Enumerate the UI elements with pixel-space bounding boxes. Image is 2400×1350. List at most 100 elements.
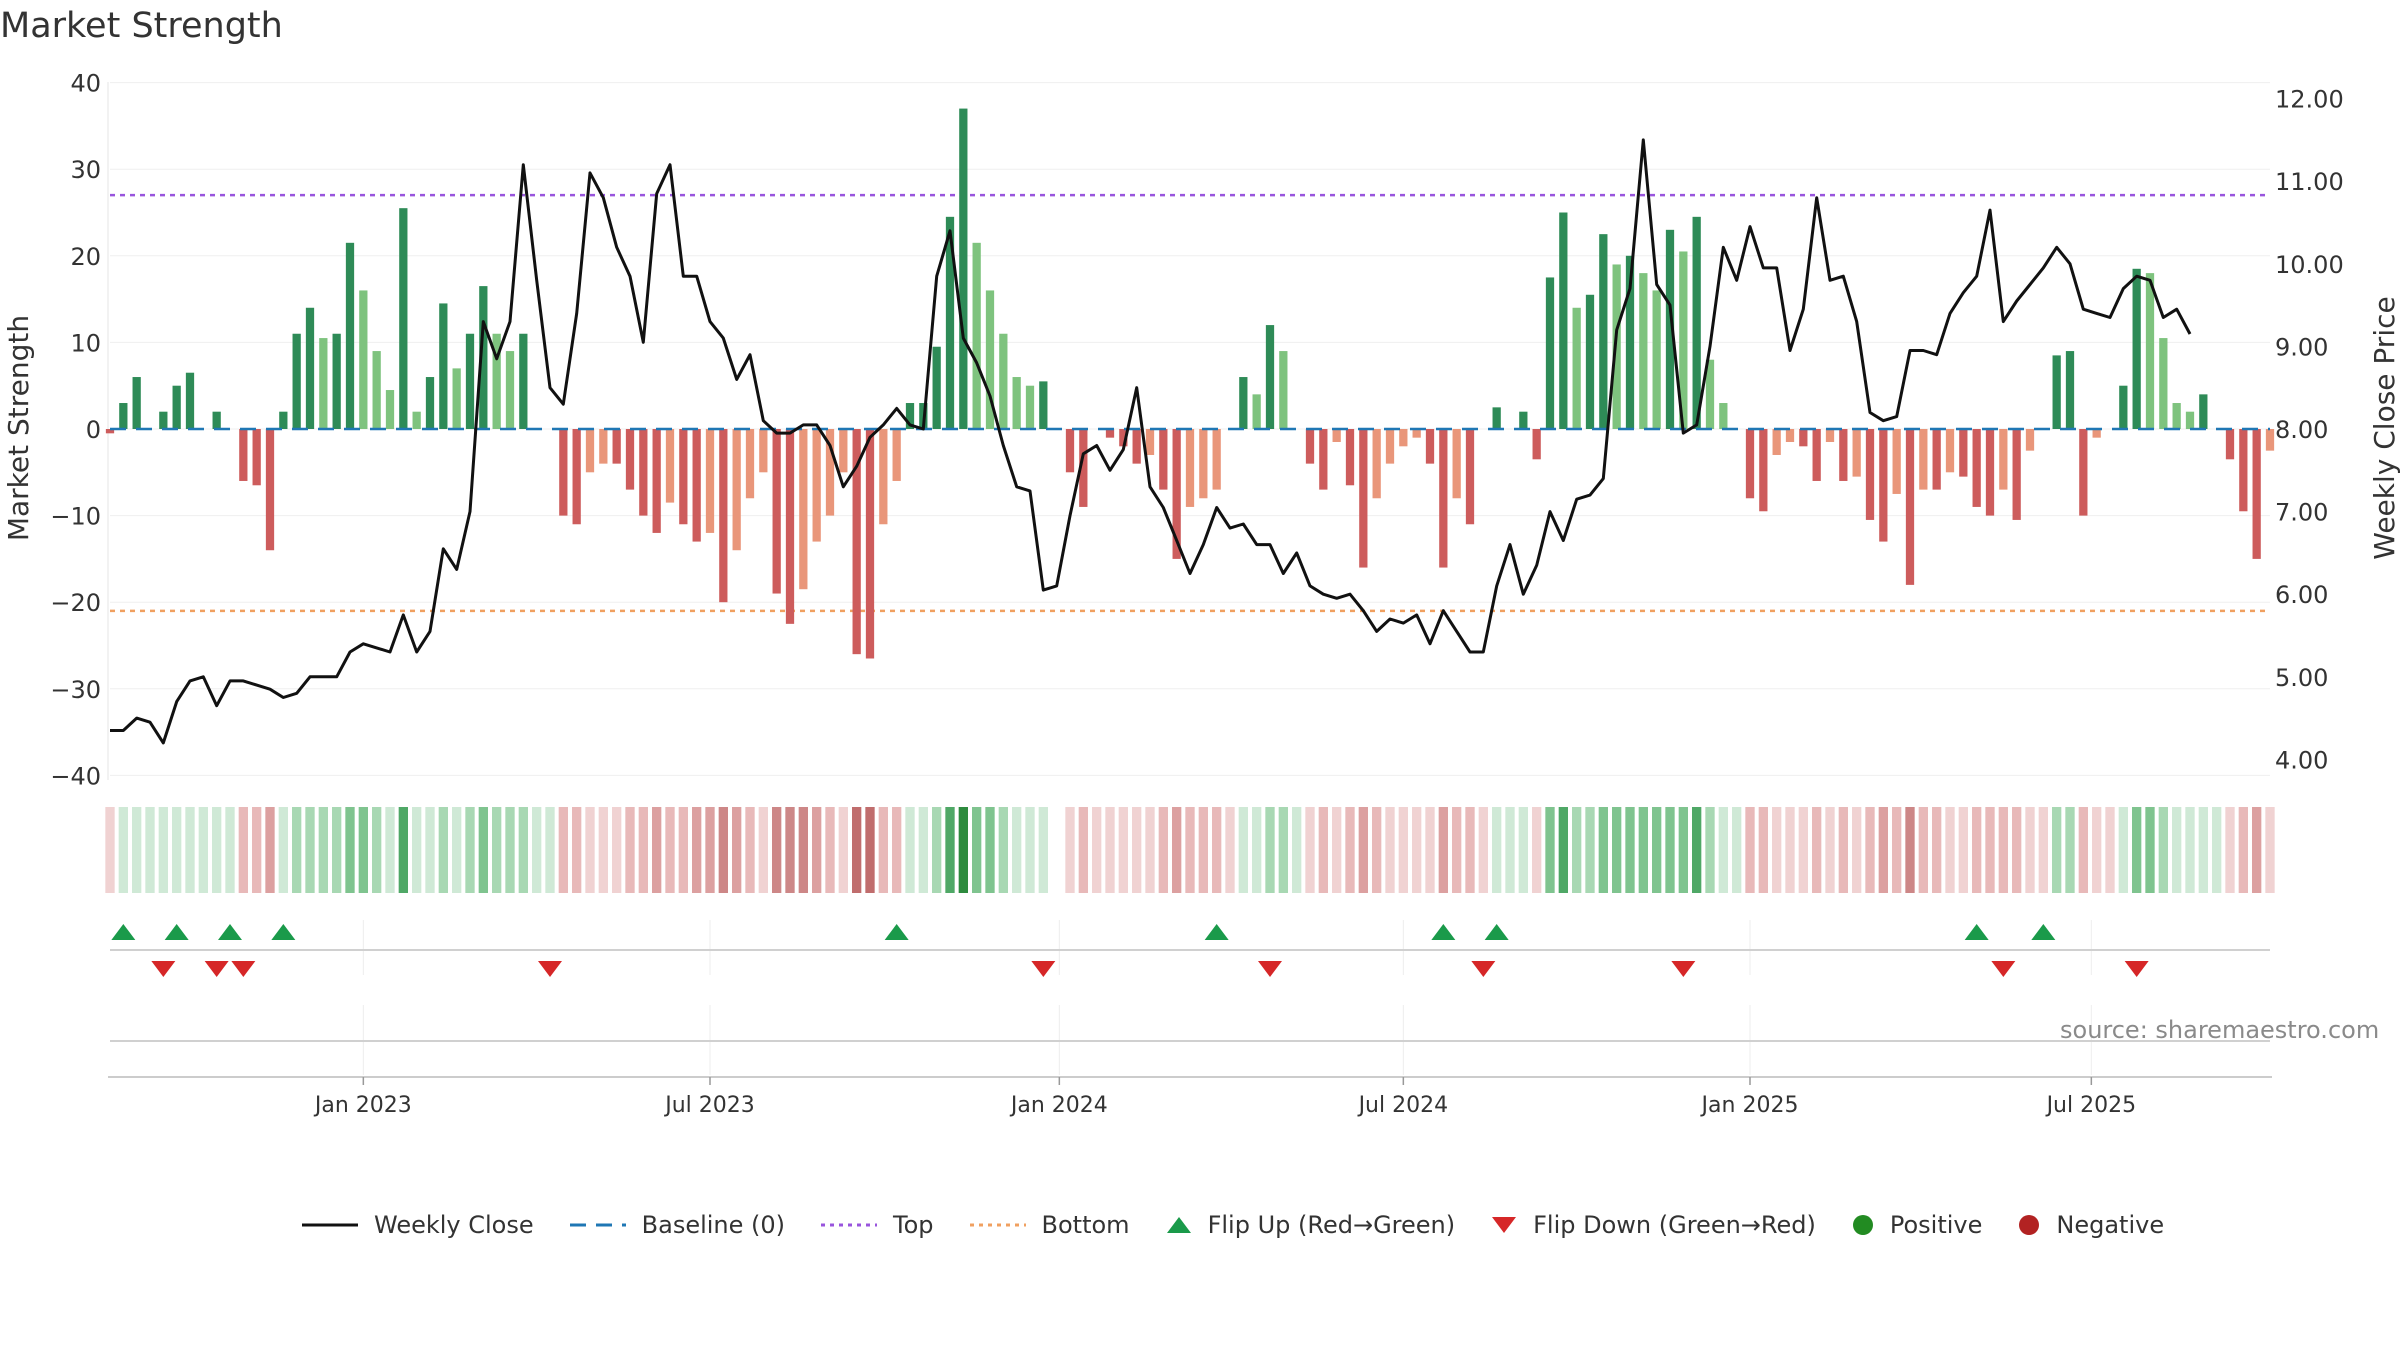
strength-bar bbox=[359, 290, 368, 429]
stripe-cell bbox=[1665, 807, 1675, 893]
strength-bar bbox=[345, 242, 355, 429]
y-tick-label: −20 bbox=[50, 589, 101, 617]
stripe-cell bbox=[1225, 807, 1235, 893]
regime-stripe bbox=[105, 807, 2275, 893]
strength-bar bbox=[1119, 429, 1128, 447]
stripe-cell bbox=[1265, 807, 1275, 893]
stripe-cell bbox=[1985, 807, 1995, 893]
y2-tick-label: 5.00 bbox=[2275, 664, 2328, 692]
strength-bar bbox=[2199, 394, 2208, 429]
strength-bar bbox=[519, 333, 528, 429]
legend-baseline-label: Baseline (0) bbox=[641, 1211, 786, 1239]
stripe-cell bbox=[1718, 807, 1728, 893]
strength-bar bbox=[732, 429, 741, 551]
strength-bar bbox=[1319, 429, 1328, 490]
stripe-cell bbox=[2252, 807, 2262, 893]
stripe-cell bbox=[1745, 807, 1755, 893]
flip-down-marker bbox=[1258, 961, 1282, 977]
strength-bar bbox=[1185, 429, 1195, 507]
strength-bar bbox=[932, 346, 941, 429]
stripe-cell bbox=[132, 807, 142, 893]
stripe-cell bbox=[2158, 807, 2168, 893]
stripe-cell bbox=[598, 807, 608, 893]
stripe-cell bbox=[665, 807, 675, 893]
stripe-cell bbox=[972, 807, 982, 893]
strength-bar bbox=[1959, 429, 1968, 477]
stripe-cell bbox=[1785, 807, 1795, 893]
y2-tick-label: 4.00 bbox=[2275, 746, 2328, 774]
stripe-cell bbox=[905, 807, 915, 893]
stripe-cell bbox=[2012, 807, 2022, 893]
strength-bar bbox=[1305, 429, 1315, 464]
strength-bar bbox=[972, 242, 981, 429]
strength-bar bbox=[1025, 385, 1035, 429]
strength-bar bbox=[799, 429, 808, 590]
legend-baseline[interactable]: Baseline (0) bbox=[568, 1211, 785, 1239]
stripe-cell bbox=[1452, 807, 1462, 893]
stripe-cell bbox=[1545, 807, 1555, 893]
stripe-cell bbox=[372, 807, 382, 893]
strength-bar bbox=[439, 303, 448, 429]
stripe-cell bbox=[838, 807, 848, 893]
stripe-cell bbox=[2225, 807, 2235, 893]
y2-tick-label: 7.00 bbox=[2275, 499, 2328, 527]
stripe-cell bbox=[918, 807, 928, 893]
y-tick-label: −10 bbox=[50, 503, 101, 531]
legend-negative[interactable]: Negative bbox=[2016, 1211, 2164, 1239]
strength-bar bbox=[959, 108, 968, 429]
right-axis: 12.00 11.00 10.00 9.00 8.00 7.00 6.00 5.00 4.00 bbox=[2275, 86, 2344, 775]
stripe-cell bbox=[652, 807, 662, 893]
strength-bar bbox=[1985, 429, 1995, 516]
stripe-cell bbox=[1172, 807, 1182, 893]
strength-bar bbox=[2265, 429, 2275, 451]
stripe-cell bbox=[932, 807, 942, 893]
strength-bar bbox=[1825, 429, 1835, 442]
legend-weekly-close[interactable]: Weekly Close bbox=[300, 1211, 534, 1239]
legend-bottom[interactable]: Bottom bbox=[968, 1211, 1130, 1239]
strength-bar bbox=[679, 429, 688, 525]
stripe-cell bbox=[1678, 807, 1688, 893]
strength-bar bbox=[492, 333, 501, 429]
stripe-cell bbox=[1465, 807, 1475, 893]
strength-bar bbox=[1239, 377, 1248, 429]
flip-up-marker bbox=[2031, 924, 2056, 940]
reference-lines bbox=[110, 193, 2270, 613]
stripe-cell bbox=[2185, 807, 2195, 893]
stripe-cell bbox=[492, 807, 502, 893]
stripe-cell bbox=[2092, 807, 2102, 893]
stripe-cell bbox=[1918, 807, 1928, 893]
strength-bar bbox=[1999, 429, 2008, 490]
legend-top[interactable]: Top bbox=[819, 1211, 934, 1239]
weekly-close-layer bbox=[110, 138, 2192, 745]
stripe-cell bbox=[558, 807, 568, 893]
strength-bar bbox=[2079, 429, 2088, 516]
strength-bar bbox=[2185, 411, 2195, 429]
strength-bar bbox=[1705, 359, 1715, 429]
strength-bar bbox=[1172, 429, 1181, 559]
strength-bar bbox=[1532, 429, 1541, 460]
legend-negative-label: Negative bbox=[2056, 1211, 2165, 1239]
strength-bar bbox=[759, 429, 768, 473]
strength-bar bbox=[372, 351, 381, 429]
legend-flip-up[interactable]: Flip Up (Red→Green) bbox=[1164, 1211, 1455, 1239]
stripe-cell bbox=[145, 807, 155, 893]
stripe-cell bbox=[172, 807, 182, 893]
legend-flip-down[interactable]: Flip Down (Green→Red) bbox=[1489, 1211, 1816, 1239]
stripe-cell bbox=[1345, 807, 1355, 893]
stripe-cell bbox=[1852, 807, 1862, 893]
strength-bar bbox=[879, 429, 888, 525]
strength-bar bbox=[999, 333, 1008, 429]
legend-positive[interactable]: Positive bbox=[1850, 1211, 1982, 1239]
flip-down-marker bbox=[2124, 961, 2149, 977]
stripe-cell bbox=[1825, 807, 1835, 893]
strength-bar bbox=[612, 429, 621, 464]
stripe-cell bbox=[1398, 807, 1408, 893]
x-tick-label: Jul 2025 bbox=[2045, 1093, 2137, 1118]
strength-bar bbox=[1132, 429, 1141, 464]
strength-bar bbox=[1785, 429, 1795, 442]
stripe-cell bbox=[1305, 807, 1315, 893]
stripe-cell bbox=[1892, 807, 1902, 893]
flip-up-marker bbox=[111, 924, 136, 940]
strength-bar bbox=[132, 377, 141, 429]
strength-bar bbox=[1839, 429, 1848, 481]
